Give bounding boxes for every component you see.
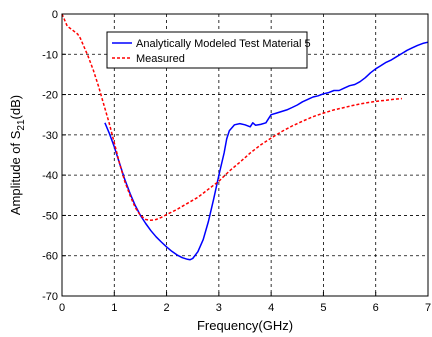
- x-tick-label: 5: [320, 302, 326, 314]
- x-tick-label: 0: [59, 302, 65, 314]
- series-line-1: [61, 13, 402, 222]
- legend: Analytically Modeled Test Material 5 Mea…: [106, 31, 311, 69]
- y-tick-label: -20: [42, 90, 58, 102]
- y-tick-label: -10: [42, 49, 58, 61]
- y-tick-label: -50: [42, 210, 58, 222]
- legend-label-measured: Measured: [136, 53, 185, 65]
- y-axis-label-main: Amplitude of S: [8, 130, 23, 215]
- legend-label-analytical: Analytically Modeled Test Material 5: [136, 38, 311, 50]
- y-axis-label-subscript: 21: [16, 119, 27, 131]
- x-axis-label: Frequency(GHz): [197, 318, 293, 333]
- y-tick-label: -40: [42, 170, 58, 182]
- y-tick-label: -60: [42, 251, 58, 263]
- y-tick-label: 0: [52, 9, 58, 21]
- y-tick-label: -30: [42, 130, 58, 142]
- x-tick-label: 4: [268, 302, 274, 314]
- x-tick-label: 2: [164, 302, 170, 314]
- series-group: [61, 13, 429, 261]
- x-tick-label: 6: [373, 302, 379, 314]
- y-axis-label: Amplitude of S21(dB): [8, 95, 27, 215]
- y-axis-label-unit: (dB): [8, 95, 23, 120]
- y-tick-label: -70: [42, 291, 58, 303]
- y-tick-labels: 0 -10 -20 -30 -40 -50 -60 -70: [42, 9, 58, 303]
- legend-box: [106, 31, 308, 69]
- series-line-0: [104, 41, 429, 261]
- x-tick-label: 3: [216, 302, 222, 314]
- plot-frame: [61, 13, 429, 297]
- x-tick-label: 7: [425, 302, 431, 314]
- x-tick-labels: 0 1 2 3 4 5 6 7: [59, 302, 431, 314]
- x-tick-label: 1: [111, 302, 117, 314]
